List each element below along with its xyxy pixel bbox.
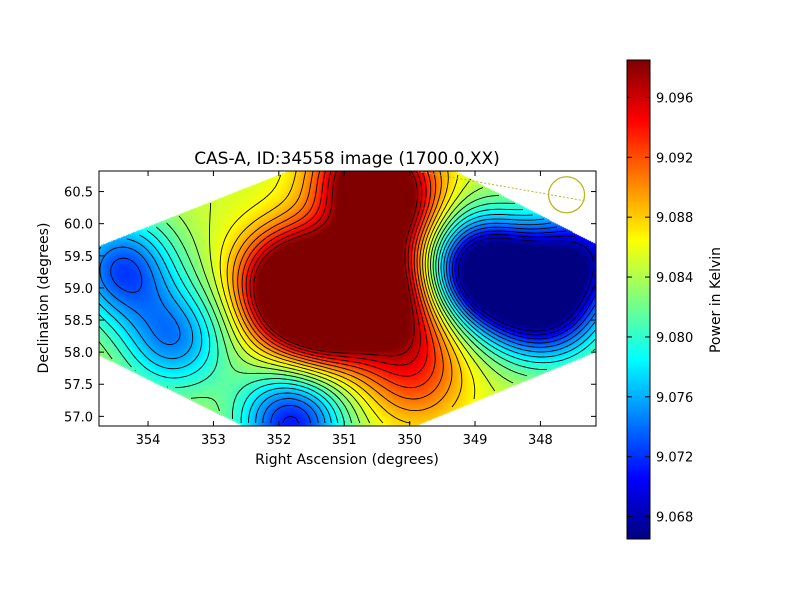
colorbar-label: Power in Kelvin <box>708 247 724 353</box>
y-tick-label: 57.5 <box>64 378 93 393</box>
x-tick-label: 352 <box>266 433 291 448</box>
x-tick-label: 348 <box>528 433 553 448</box>
x-tick-label: 349 <box>463 433 488 448</box>
colorbar-frame <box>626 59 651 540</box>
y-tick-label: 58.5 <box>64 314 93 329</box>
chart-title: CAS-A, ID:34558 image (1700.0,XX) <box>194 149 500 169</box>
colorbar-ticks: 9.068 9.072 9.076 9.080 9.084 9.088 9.092 9.096 <box>627 91 693 526</box>
y-tick-label: 58.0 <box>64 346 93 361</box>
y-tick-label: 59.5 <box>64 250 93 265</box>
y-tick-label: 60.5 <box>64 186 93 201</box>
x-tick-label: 351 <box>332 433 357 448</box>
colorbar-tick-label: 9.068 <box>656 511 693 526</box>
colorbar-tick-label: 9.072 <box>656 451 693 466</box>
contour-path <box>98 170 596 424</box>
colorbar-tick-label: 9.084 <box>656 271 693 286</box>
colorbar: 9.068 9.072 9.076 9.080 9.084 9.088 9.092 9.096… <box>626 59 724 540</box>
heatmap-image <box>99 171 596 426</box>
colorbar-tick-label: 9.076 <box>656 391 693 406</box>
x-tick-label: 353 <box>201 433 226 448</box>
colorbar-tick-label: 9.096 <box>656 91 693 106</box>
contour-lines <box>98 170 596 424</box>
colorbar-tick-label: 9.092 <box>656 151 693 166</box>
plot-area: 354 353 352 351 350 349 348 57.0 57.5 58.0 58.5 59… <box>64 170 597 448</box>
colorbar-tick-label: 9.088 <box>656 211 693 226</box>
x-tick-label: 354 <box>136 433 161 448</box>
x-axis-ticks: 354 353 352 351 350 349 348 <box>136 171 553 448</box>
y-tick-label: 60.0 <box>64 218 93 233</box>
y-axis-ticks: 57.0 57.5 58.0 58.5 59.0 59.5 60.0 60.5 <box>64 186 596 425</box>
colorbar-gradient <box>627 60 650 539</box>
y-axis-label: Declination (degrees) <box>36 223 52 374</box>
plot-frame <box>98 170 597 427</box>
colorbar-tick-label: 9.080 <box>656 331 693 346</box>
y-tick-label: 59.0 <box>64 282 93 297</box>
beam-leader-line <box>416 170 585 202</box>
beam-marker <box>416 170 586 214</box>
x-axis-label: Right Ascension (degrees) <box>255 452 439 468</box>
y-tick-label: 57.0 <box>64 410 93 425</box>
x-tick-label: 350 <box>397 433 422 448</box>
